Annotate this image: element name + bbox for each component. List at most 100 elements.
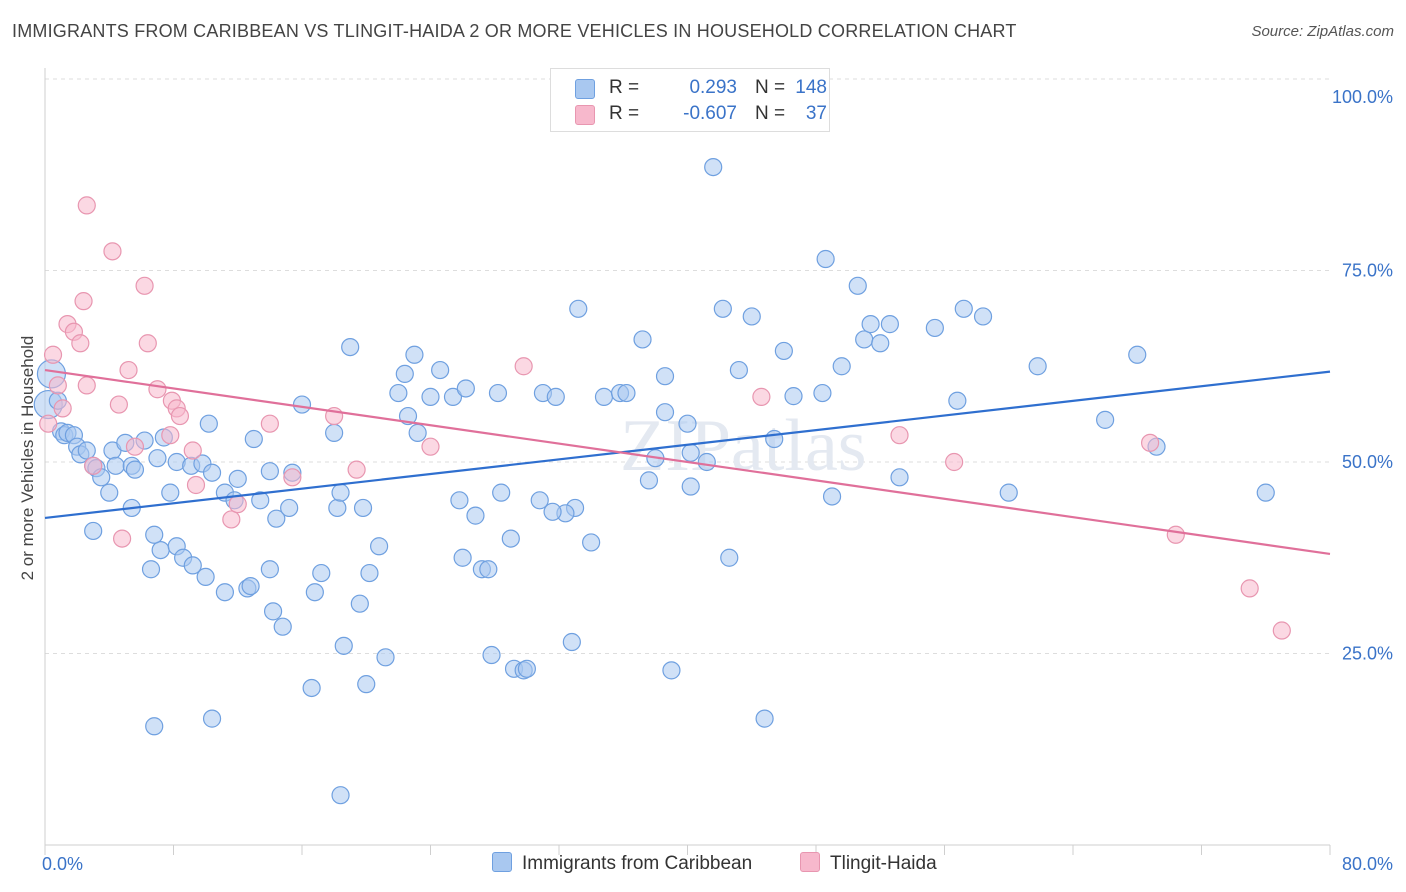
caribbean-point — [662, 661, 681, 680]
caribbean-point — [681, 477, 700, 496]
y-tick-label: 75.0% — [1342, 261, 1393, 281]
caribbean-point — [251, 491, 270, 510]
caribbean-point — [954, 299, 973, 318]
caribbean-point — [408, 423, 427, 442]
tlingit-haida-point — [109, 395, 128, 414]
tlingit-haida-point — [1140, 433, 1160, 452]
x-tick-label-max: 80.0% — [1342, 854, 1393, 874]
tlingit-haida-point — [103, 242, 122, 261]
tlingit-haida-point — [135, 276, 154, 295]
caribbean-point — [389, 383, 408, 403]
caribbean-point — [328, 498, 347, 518]
caribbean-point — [742, 307, 761, 326]
tlingit-haida-point — [228, 495, 247, 514]
caribbean-point — [183, 556, 202, 575]
caribbean-point — [594, 387, 614, 406]
legend-n-value: 148 — [795, 77, 827, 98]
caribbean-point — [151, 540, 170, 560]
caribbean-point — [948, 391, 967, 410]
tlingit-haida-point — [752, 387, 771, 406]
caribbean-point — [305, 583, 324, 602]
caribbean-point — [466, 506, 485, 525]
legend-r-label: R = — [609, 103, 640, 124]
caribbean-point — [999, 483, 1018, 502]
caribbean-point — [77, 441, 96, 460]
legend-swatch-tlingit-haida — [575, 105, 595, 125]
caribbean-point — [501, 529, 520, 548]
tlingit-haida-point — [183, 441, 202, 460]
caribbean-point — [1128, 345, 1147, 364]
tlingit-haida-point — [39, 414, 58, 433]
caribbean-point — [84, 521, 103, 541]
tlingit-haida-point — [347, 460, 366, 479]
caribbean-point — [431, 360, 450, 380]
caribbean-point — [106, 456, 125, 475]
caribbean-point — [784, 387, 803, 406]
caribbean-point — [456, 379, 475, 398]
caribbean-point — [312, 563, 331, 583]
legend-n-label: N = — [755, 77, 786, 98]
caribbean-point — [855, 330, 874, 349]
tlingit-haida-point — [1166, 525, 1185, 544]
caribbean-point — [141, 560, 161, 579]
bottom-legend-label-caribbean: Immigrants from Caribbean — [522, 853, 753, 874]
caribbean-point — [100, 483, 119, 502]
caribbean-point — [848, 276, 867, 295]
tlingit-haida-point — [945, 452, 964, 472]
caribbean-point — [488, 383, 508, 403]
caribbean-point — [273, 617, 292, 636]
caribbean-point — [813, 383, 832, 403]
legend-n-value: 37 — [805, 103, 827, 124]
caribbean-point — [398, 406, 418, 426]
tlingit-haida-point — [421, 437, 440, 456]
caribbean-point — [492, 483, 511, 502]
caribbean-point — [260, 560, 279, 579]
tlingit-haida-point — [53, 399, 72, 418]
tlingit-haida-point — [119, 360, 138, 380]
caribbean-point — [244, 429, 263, 449]
caribbean-point — [871, 334, 890, 353]
legend-r-value: -0.607 — [683, 103, 737, 124]
caribbean-point — [562, 632, 581, 652]
bottom-legend-swatch-tlingit-haida — [800, 852, 820, 872]
caribbean-point — [228, 469, 247, 488]
tlingit-haida-point — [43, 345, 63, 364]
caribbean-point — [241, 576, 260, 596]
tlingit-haida-point — [125, 437, 145, 456]
caribbean-point — [639, 471, 659, 490]
caribbean-point — [822, 487, 842, 506]
caribbean-point — [267, 509, 286, 528]
caribbean-point — [755, 709, 774, 728]
caribbean-point — [148, 449, 167, 468]
caribbean-point — [302, 678, 321, 698]
caribbean-point — [765, 429, 784, 449]
caribbean-point — [161, 483, 180, 502]
series-caribbean-points — [33, 157, 1275, 805]
caribbean-point — [925, 318, 944, 338]
tlingit-haida-point — [48, 376, 67, 395]
caribbean-point — [1096, 410, 1115, 429]
caribbean-point — [1028, 357, 1047, 376]
caribbean-point — [713, 299, 732, 318]
legend-r-value: 0.293 — [689, 77, 737, 98]
x-tick-label-min: 0.0% — [42, 854, 83, 874]
caribbean-point — [681, 443, 700, 462]
caribbean-point — [704, 157, 723, 177]
tlingit-haida-point — [283, 468, 302, 487]
legend-swatch-caribbean — [575, 79, 595, 99]
caribbean-point — [720, 548, 739, 567]
caribbean-point — [357, 675, 376, 694]
caribbean-point — [421, 387, 440, 406]
bottom-legend-caribbean: Immigrants from Caribbean — [492, 852, 752, 875]
tlingit-haida-point — [84, 456, 103, 475]
caribbean-point — [890, 468, 909, 487]
caribbean-point — [450, 491, 469, 510]
caribbean-point — [353, 498, 373, 518]
caribbean-point — [215, 583, 234, 602]
caribbean-point — [331, 483, 350, 502]
caribbean-point — [546, 387, 565, 406]
caribbean-point — [678, 414, 697, 433]
trend-line-tlingit-haida — [44, 368, 1331, 556]
caribbean-point — [453, 548, 472, 567]
caribbean-point — [334, 636, 353, 655]
